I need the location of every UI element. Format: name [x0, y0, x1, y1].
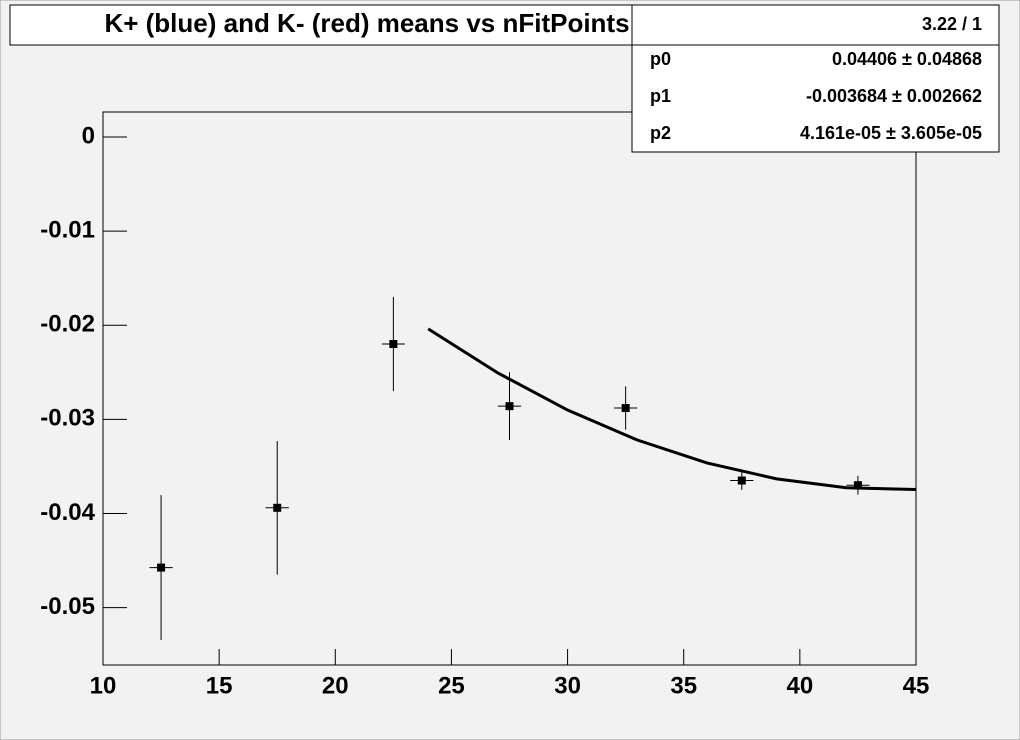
stats-param-name: p0 [650, 49, 671, 69]
stats-header: 3.22 / 1 [922, 14, 982, 34]
data-point [505, 402, 514, 411]
y-tick-label: -0.05 [40, 593, 95, 620]
chart-title: K+ (blue) and K- (red) means vs nFitPoin… [104, 8, 629, 38]
y-tick-label: -0.04 [40, 499, 95, 526]
stats-frame [631, 4, 1000, 153]
stats-param-name: p2 [650, 123, 671, 143]
x-tick-label: 20 [322, 672, 349, 699]
x-tick-label: 40 [787, 672, 814, 699]
data-point [389, 340, 398, 349]
stats-param-name: p1 [650, 86, 671, 106]
title-box [9, 4, 725, 46]
y-tick-label: -0.01 [40, 216, 95, 243]
data-point [621, 404, 630, 413]
x-tick-label: 30 [554, 672, 581, 699]
stats-param-value: 4.161e-05 ± 3.605e-05 [800, 123, 982, 143]
data-point [157, 563, 166, 572]
y-tick-label: 0 [82, 122, 95, 149]
x-tick-label: 35 [670, 672, 697, 699]
x-tick-label: 25 [438, 672, 465, 699]
y-tick-label: -0.02 [40, 311, 95, 338]
data-point [737, 476, 746, 485]
x-tick-label: 10 [90, 672, 117, 699]
stats-param-value: -0.003684 ± 0.002662 [806, 86, 982, 106]
stats-param-value: 0.04406 ± 0.04868 [832, 49, 982, 69]
data-point [853, 481, 862, 490]
x-tick-label: 45 [903, 672, 930, 699]
data-point [273, 503, 282, 512]
stats-box: 3.22 / 1 p0 0.04406 ± 0.04868 p1 -0.003684 … [631, 4, 1000, 153]
y-tick-label: -0.03 [40, 405, 95, 432]
x-tick-label: 15 [206, 672, 233, 699]
